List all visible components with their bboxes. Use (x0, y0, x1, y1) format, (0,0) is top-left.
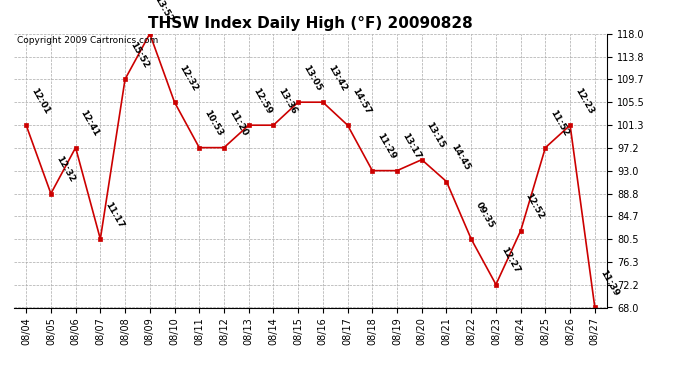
Text: 12:32: 12:32 (177, 63, 199, 93)
Text: 12:59: 12:59 (252, 86, 274, 116)
Text: 10:53: 10:53 (202, 109, 224, 138)
Text: 13:05: 13:05 (301, 63, 323, 93)
Text: 12:27: 12:27 (499, 246, 521, 275)
Text: 11:20: 11:20 (227, 109, 249, 138)
Text: 11:17: 11:17 (104, 200, 126, 230)
Title: THSW Index Daily High (°F) 20090828: THSW Index Daily High (°F) 20090828 (148, 16, 473, 31)
Text: 14:45: 14:45 (449, 142, 472, 172)
Text: 09:35: 09:35 (474, 200, 496, 230)
Text: 11:39: 11:39 (598, 268, 620, 298)
Text: 12:41: 12:41 (79, 109, 101, 138)
Text: 13:17: 13:17 (400, 132, 422, 161)
Text: 12:01: 12:01 (29, 86, 51, 116)
Text: 13:15: 13:15 (425, 121, 447, 150)
Text: 13:52: 13:52 (152, 0, 175, 24)
Text: 12:32: 12:32 (54, 155, 76, 184)
Text: 12:52: 12:52 (524, 192, 546, 221)
Text: 12:23: 12:23 (573, 86, 595, 116)
Text: 13:36: 13:36 (277, 86, 299, 116)
Text: Copyright 2009 Cartronics.com: Copyright 2009 Cartronics.com (17, 36, 158, 45)
Text: 11:52: 11:52 (549, 109, 571, 138)
Text: 15:52: 15:52 (128, 40, 150, 70)
Text: 14:57: 14:57 (351, 86, 373, 116)
Text: 13:42: 13:42 (326, 63, 348, 93)
Text: 11:29: 11:29 (375, 132, 397, 161)
